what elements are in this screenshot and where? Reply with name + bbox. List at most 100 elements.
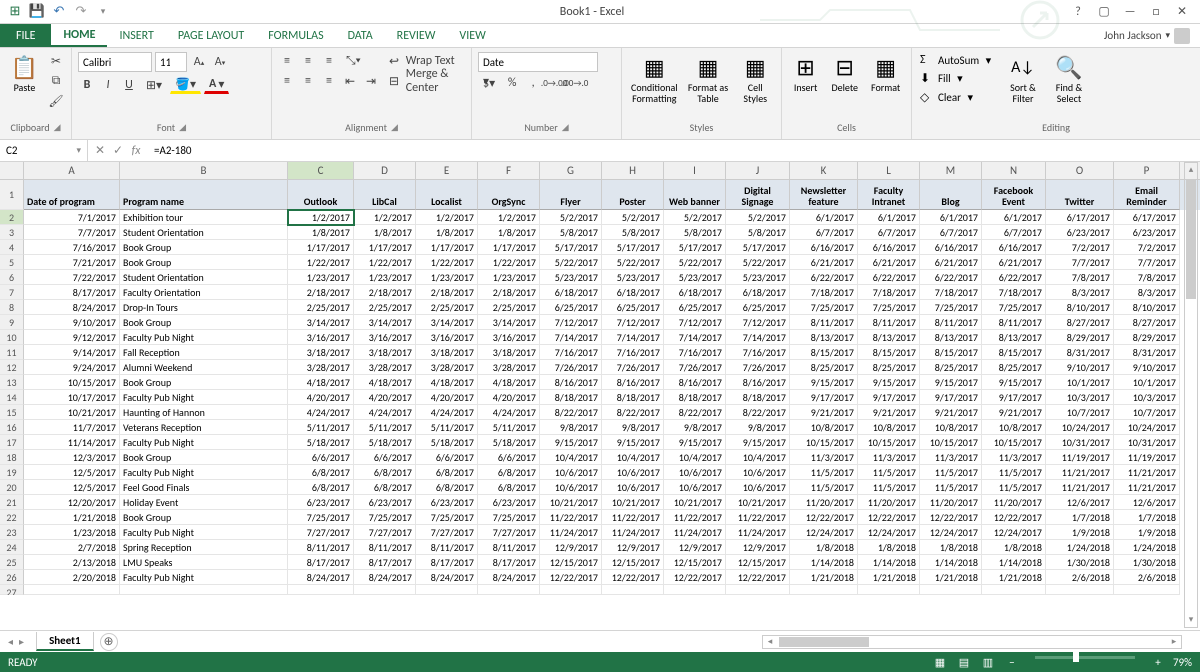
clear-button[interactable]: ◇Clear ▾ <box>918 89 998 106</box>
cell-P26[interactable]: 2/6/2018 <box>1114 570 1180 585</box>
cell-K19[interactable]: 11/5/2017 <box>790 465 858 480</box>
cell-D10[interactable]: 3/16/2017 <box>354 330 416 345</box>
cell-F22[interactable]: 7/25/2017 <box>478 510 540 525</box>
scroll-up-icon[interactable]: ▴ <box>1185 163 1197 177</box>
cell-F5[interactable]: 1/22/2017 <box>478 255 540 270</box>
cell-D23[interactable]: 7/27/2017 <box>354 525 416 540</box>
select-all[interactable] <box>0 162 24 179</box>
cell-J8[interactable]: 6/25/2017 <box>726 300 790 315</box>
cell-O3[interactable]: 6/23/2017 <box>1046 225 1114 240</box>
cell-I5[interactable]: 5/22/2017 <box>664 255 726 270</box>
cell-G4[interactable]: 5/17/2017 <box>540 240 602 255</box>
cell-K3[interactable]: 6/7/2017 <box>790 225 858 240</box>
decrease-font-icon[interactable]: A▾ <box>211 53 229 71</box>
cell-J22[interactable]: 11/22/2017 <box>726 510 790 525</box>
cell-C10[interactable]: 3/16/2017 <box>288 330 354 345</box>
zoom-in-icon[interactable]: + <box>1149 656 1167 669</box>
row-header-15[interactable]: 15 <box>0 405 24 420</box>
cell-C26[interactable]: 8/24/2017 <box>288 570 354 585</box>
cell-C7[interactable]: 2/18/2017 <box>288 285 354 300</box>
cell-K13[interactable]: 9/15/2017 <box>790 375 858 390</box>
cell-D13[interactable]: 4/18/2017 <box>354 375 416 390</box>
cell-L19[interactable]: 11/5/2017 <box>858 465 920 480</box>
cell-N13[interactable]: 9/15/2017 <box>982 375 1046 390</box>
cell-P8[interactable]: 8/10/2017 <box>1114 300 1180 315</box>
cell-J10[interactable]: 7/14/2017 <box>726 330 790 345</box>
row-header-2[interactable]: 2 <box>0 210 24 225</box>
col-header-E[interactable]: E <box>416 162 478 179</box>
format-painter-icon[interactable]: 🖌 <box>47 92 65 110</box>
row-header-19[interactable]: 19 <box>0 465 24 480</box>
cell-G10[interactable]: 7/14/2017 <box>540 330 602 345</box>
cell-A10[interactable]: 9/12/2017 <box>24 330 120 345</box>
cell-D14[interactable]: 4/20/2017 <box>354 390 416 405</box>
tab-data[interactable]: DATA <box>336 24 385 47</box>
number-launcher-icon[interactable]: ◢ <box>562 122 569 133</box>
cell-D15[interactable]: 4/24/2017 <box>354 405 416 420</box>
cell-L14[interactable]: 9/17/2017 <box>858 390 920 405</box>
cell-J24[interactable]: 12/9/2017 <box>726 540 790 555</box>
cell-N11[interactable]: 8/15/2017 <box>982 345 1046 360</box>
copy-icon[interactable]: ⧉ <box>47 72 65 90</box>
tab-formulas[interactable]: FORMULAS <box>256 24 335 47</box>
cell-K12[interactable]: 8/25/2017 <box>790 360 858 375</box>
cell-C12[interactable]: 3/28/2017 <box>288 360 354 375</box>
col-header-N[interactable]: N <box>982 162 1046 179</box>
row-header-11[interactable]: 11 <box>0 345 24 360</box>
cell-I23[interactable]: 11/24/2017 <box>664 525 726 540</box>
font-launcher-icon[interactable]: ◢ <box>179 122 186 133</box>
cell-H19[interactable]: 10/6/2017 <box>602 465 664 480</box>
col-header-A[interactable]: A <box>24 162 120 179</box>
cell-I19[interactable]: 10/6/2017 <box>664 465 726 480</box>
scroll-right-icon[interactable]: ▸ <box>1167 636 1181 647</box>
cell-E10[interactable]: 3/16/2017 <box>416 330 478 345</box>
cell-A12[interactable]: 9/24/2017 <box>24 360 120 375</box>
row-header-10[interactable]: 10 <box>0 330 24 345</box>
cell-P10[interactable]: 8/29/2017 <box>1114 330 1180 345</box>
cell-N25[interactable]: 1/14/2018 <box>982 555 1046 570</box>
cell-K21[interactable]: 11/20/2017 <box>790 495 858 510</box>
align-middle-icon[interactable]: ≡ <box>299 52 317 70</box>
cell-P7[interactable]: 8/3/2017 <box>1114 285 1180 300</box>
cell-I3[interactable]: 5/8/2017 <box>664 225 726 240</box>
cell-G12[interactable]: 7/26/2017 <box>540 360 602 375</box>
header-cell[interactable]: Web banner <box>664 180 726 210</box>
cell-P2[interactable]: 6/17/2017 <box>1114 210 1180 225</box>
tab-insert[interactable]: INSERT <box>107 24 165 47</box>
cell-K15[interactable]: 9/21/2017 <box>790 405 858 420</box>
cell-B4[interactable]: Book Group <box>120 240 288 255</box>
cell-B17[interactable]: Faculty Pub Night <box>120 435 288 450</box>
cell-O14[interactable]: 10/3/2017 <box>1046 390 1114 405</box>
cell-G17[interactable]: 9/15/2017 <box>540 435 602 450</box>
align-top-icon[interactable]: ≡ <box>278 52 296 70</box>
cell-F2[interactable]: 1/2/2017 <box>478 210 540 225</box>
cell-P14[interactable]: 10/3/2017 <box>1114 390 1180 405</box>
cell-J23[interactable]: 11/24/2017 <box>726 525 790 540</box>
cell-G13[interactable]: 8/16/2017 <box>540 375 602 390</box>
cell-E4[interactable]: 1/17/2017 <box>416 240 478 255</box>
zoom-out-icon[interactable]: − <box>1003 656 1021 669</box>
cell-E11[interactable]: 3/18/2017 <box>416 345 478 360</box>
cell-F8[interactable]: 2/25/2017 <box>478 300 540 315</box>
cell-M6[interactable]: 6/22/2017 <box>920 270 982 285</box>
fill-button[interactable]: ⬇Fill ▾ <box>918 70 998 87</box>
row-header-7[interactable]: 7 <box>0 285 24 300</box>
cell-M18[interactable]: 11/3/2017 <box>920 450 982 465</box>
cell-H25[interactable]: 12/15/2017 <box>602 555 664 570</box>
cell-G24[interactable]: 12/9/2017 <box>540 540 602 555</box>
decrease-decimal-icon[interactable]: .00→.0 <box>566 74 584 92</box>
row-header-14[interactable]: 14 <box>0 390 24 405</box>
cell-empty[interactable] <box>288 585 354 595</box>
cell-J7[interactable]: 6/18/2017 <box>726 285 790 300</box>
cell-empty[interactable] <box>416 585 478 595</box>
cell-L6[interactable]: 6/22/2017 <box>858 270 920 285</box>
sheet-tab-sheet1[interactable]: Sheet1 <box>36 632 94 651</box>
cell-D2[interactable]: 1/2/2017 <box>354 210 416 225</box>
tab-review[interactable]: REVIEW <box>385 24 448 47</box>
cell-I17[interactable]: 9/15/2017 <box>664 435 726 450</box>
cell-H13[interactable]: 8/16/2017 <box>602 375 664 390</box>
cell-M5[interactable]: 6/21/2017 <box>920 255 982 270</box>
cell-L17[interactable]: 10/15/2017 <box>858 435 920 450</box>
cell-H8[interactable]: 6/25/2017 <box>602 300 664 315</box>
cell-A7[interactable]: 8/17/2017 <box>24 285 120 300</box>
